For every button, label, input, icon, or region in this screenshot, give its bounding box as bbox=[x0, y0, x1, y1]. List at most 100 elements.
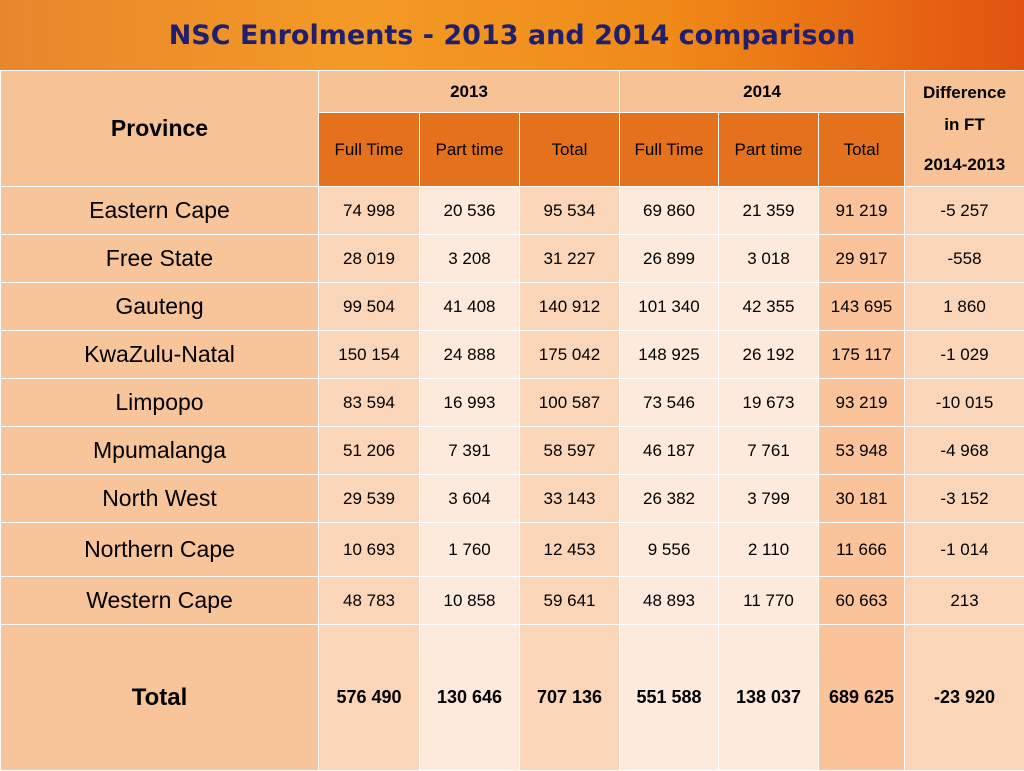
ft2014-cell: 46 187 bbox=[620, 427, 719, 475]
tot2013-cell: 12 453 bbox=[520, 523, 620, 577]
ft2014-cell: 148 925 bbox=[620, 331, 719, 379]
ft2014-cell: 26 899 bbox=[620, 235, 719, 283]
tot2013-cell: 31 227 bbox=[520, 235, 620, 283]
ft2014-cell: 9 556 bbox=[620, 523, 719, 577]
province-cell: Free State bbox=[1, 235, 319, 283]
page-title: NSC Enrolments - 2013 and 2014 compariso… bbox=[169, 20, 856, 51]
tot2014-cell: 53 948 bbox=[819, 427, 905, 475]
pt2014-cell: 19 673 bbox=[719, 379, 819, 427]
difference-header-line1: Difference bbox=[905, 77, 1024, 109]
ft2013-cell: 28 019 bbox=[319, 235, 420, 283]
tot2013-cell: 140 912 bbox=[520, 283, 620, 331]
diff-cell: -1 014 bbox=[905, 523, 1024, 577]
province-cell: Northern Cape bbox=[1, 523, 319, 577]
province-cell: Gauteng bbox=[1, 283, 319, 331]
tot2013-cell: 100 587 bbox=[520, 379, 620, 427]
pt2014-cell: 3 018 bbox=[719, 235, 819, 283]
tot2014-cell: 29 917 bbox=[819, 235, 905, 283]
pt2013-cell: 10 858 bbox=[420, 577, 520, 625]
pt2014-cell: 2 110 bbox=[719, 523, 819, 577]
tot2013-cell: 58 597 bbox=[520, 427, 620, 475]
tot2014-cell: 175 117 bbox=[819, 331, 905, 379]
province-cell: Limpopo bbox=[1, 379, 319, 427]
total-2014-header: Total bbox=[819, 113, 905, 187]
tot2014-cell: 60 663 bbox=[819, 577, 905, 625]
pt2014-cell: 11 770 bbox=[719, 577, 819, 625]
diff-cell: -3 152 bbox=[905, 475, 1024, 523]
pt2013-cell: 24 888 bbox=[420, 331, 520, 379]
pt2013-cell: 16 993 bbox=[420, 379, 520, 427]
ft2014-cell: 101 340 bbox=[620, 283, 719, 331]
year-2014-header: 2014 bbox=[620, 71, 905, 113]
diff-cell: -1 029 bbox=[905, 331, 1024, 379]
full-time-2013-header: Full Time bbox=[319, 113, 420, 187]
tot2014-cell: 143 695 bbox=[819, 283, 905, 331]
difference-header-line2: in FT bbox=[905, 109, 1024, 141]
pt2013-cell: 3 208 bbox=[420, 235, 520, 283]
header-row-years: Province 2013 2014 Difference in FT 2014… bbox=[1, 71, 1024, 113]
province-cell: Eastern Cape bbox=[1, 187, 319, 235]
year-2013-header: 2013 bbox=[319, 71, 620, 113]
diff-cell: -4 968 bbox=[905, 427, 1024, 475]
total-tot2014-cell: 689 625 bbox=[819, 625, 905, 771]
difference-header-line3: 2014-2013 bbox=[905, 149, 1024, 181]
ft2013-cell: 29 539 bbox=[319, 475, 420, 523]
diff-cell: 213 bbox=[905, 577, 1024, 625]
part-time-2014-header: Part time bbox=[719, 113, 819, 187]
full-time-2014-header: Full Time bbox=[620, 113, 719, 187]
pt2013-cell: 20 536 bbox=[420, 187, 520, 235]
province-cell: KwaZulu-Natal bbox=[1, 331, 319, 379]
tot2013-cell: 95 534 bbox=[520, 187, 620, 235]
ft2013-cell: 99 504 bbox=[319, 283, 420, 331]
enrolments-table: Province 2013 2014 Difference in FT 2014… bbox=[0, 70, 1024, 771]
diff-cell: -10 015 bbox=[905, 379, 1024, 427]
title-bar: NSC Enrolments - 2013 and 2014 compariso… bbox=[0, 0, 1024, 70]
ft2013-cell: 83 594 bbox=[319, 379, 420, 427]
total-pt2014-cell: 138 037 bbox=[719, 625, 819, 771]
tot2014-cell: 30 181 bbox=[819, 475, 905, 523]
total-label: Total bbox=[1, 625, 319, 771]
total-ft2014-cell: 551 588 bbox=[620, 625, 719, 771]
ft2013-cell: 150 154 bbox=[319, 331, 420, 379]
pt2013-cell: 41 408 bbox=[420, 283, 520, 331]
diff-cell: -558 bbox=[905, 235, 1024, 283]
pt2013-cell: 7 391 bbox=[420, 427, 520, 475]
tot2013-cell: 175 042 bbox=[520, 331, 620, 379]
part-time-2013-header: Part time bbox=[420, 113, 520, 187]
total-pt2013-cell: 130 646 bbox=[420, 625, 520, 771]
pt2014-cell: 7 761 bbox=[719, 427, 819, 475]
diff-cell: -5 257 bbox=[905, 187, 1024, 235]
pt2014-cell: 3 799 bbox=[719, 475, 819, 523]
province-header: Province bbox=[1, 71, 319, 187]
ft2013-cell: 10 693 bbox=[319, 523, 420, 577]
tot2014-cell: 11 666 bbox=[819, 523, 905, 577]
ft2013-cell: 48 783 bbox=[319, 577, 420, 625]
ft2014-cell: 69 860 bbox=[620, 187, 719, 235]
total-ft2013-cell: 576 490 bbox=[319, 625, 420, 771]
tot2014-cell: 93 219 bbox=[819, 379, 905, 427]
province-cell: Mpumalanga bbox=[1, 427, 319, 475]
pt2014-cell: 42 355 bbox=[719, 283, 819, 331]
pt2014-cell: 21 359 bbox=[719, 187, 819, 235]
total-2013-header: Total bbox=[520, 113, 620, 187]
tot2013-cell: 33 143 bbox=[520, 475, 620, 523]
ft2014-cell: 48 893 bbox=[620, 577, 719, 625]
difference-header: Difference in FT 2014-2013 bbox=[905, 71, 1024, 187]
ft2013-cell: 74 998 bbox=[319, 187, 420, 235]
ft2014-cell: 26 382 bbox=[620, 475, 719, 523]
tot2013-cell: 59 641 bbox=[520, 577, 620, 625]
diff-cell: 1 860 bbox=[905, 283, 1024, 331]
total-tot2013-cell: 707 136 bbox=[520, 625, 620, 771]
pt2013-cell: 1 760 bbox=[420, 523, 520, 577]
